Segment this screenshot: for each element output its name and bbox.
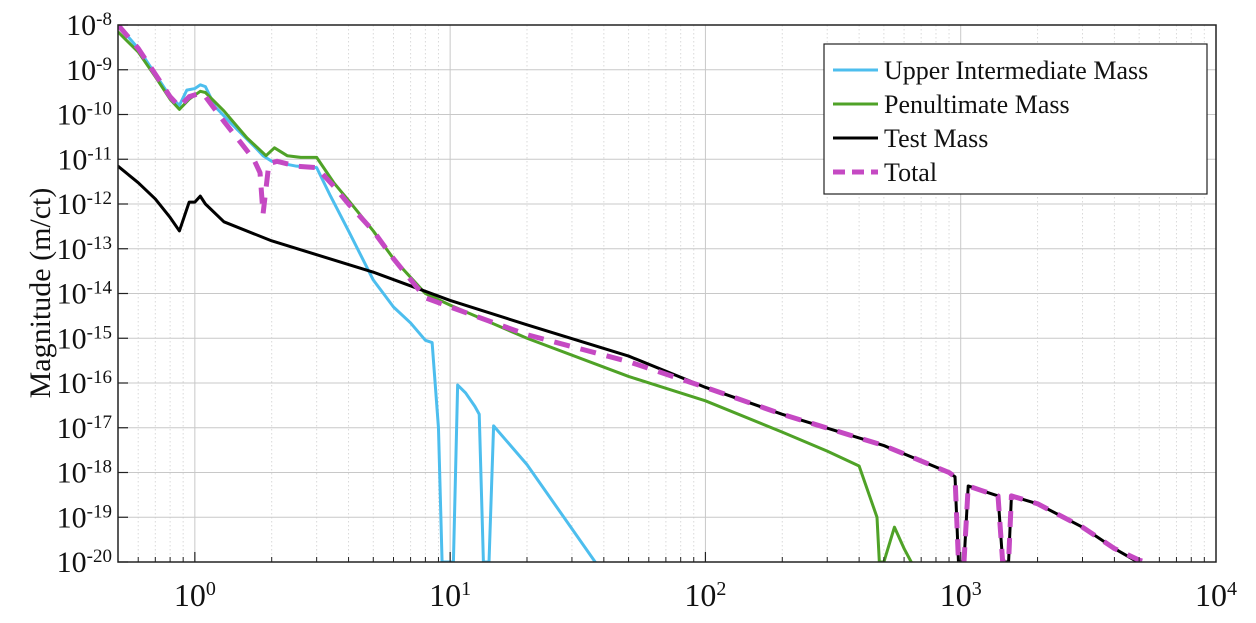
y-axis-title: Magnitude (m/ct) — [24, 188, 57, 399]
y-tick-label: 10-18 — [57, 456, 112, 490]
x-tick-label: 100 — [174, 577, 216, 613]
series-layer — [118, 25, 1147, 562]
y-tick-label: 10-11 — [57, 143, 112, 177]
y-tick-label: 10-9 — [66, 53, 112, 87]
x-tick-label: 102 — [684, 577, 726, 613]
y-tick-label: 10-16 — [57, 367, 112, 401]
x-tick-label: 104 — [1195, 577, 1237, 613]
y-tick-label: 10-14 — [57, 277, 113, 311]
y-tick-label: 10-8 — [66, 9, 112, 43]
legend-box — [823, 43, 1208, 195]
legend-label: Test Mass — [884, 124, 988, 153]
y-tick-label: 10-15 — [57, 322, 112, 356]
x-tick-label: 103 — [940, 577, 982, 613]
y-tick-labels: 10-8 10-9 10-10 10-11 10-12 10-13 10-14 10-15 10… — [57, 9, 113, 580]
x-tick-labels: 100 101 102 103 104 — [174, 577, 1237, 613]
axis-ticks — [117, 24, 1205, 563]
y-tick-label: 10-12 — [57, 188, 112, 222]
x-tick-label: 101 — [429, 577, 471, 613]
series-line-1 — [118, 25, 597, 562]
legend-label: Upper Intermediate Mass — [884, 56, 1148, 85]
y-tick-label: 10-17 — [57, 411, 112, 445]
legend: Upper Intermediate Mass Penultimate Mass T… — [823, 43, 1208, 195]
legend-label: Total — [884, 158, 937, 187]
y-tick-label: 10-10 — [57, 98, 112, 132]
y-tick-label: 10-20 — [57, 546, 112, 580]
y-tick-label: 10-13 — [57, 232, 112, 266]
legend-label: Penultimate Mass — [884, 90, 1070, 119]
y-tick-label: 10-19 — [57, 501, 112, 535]
